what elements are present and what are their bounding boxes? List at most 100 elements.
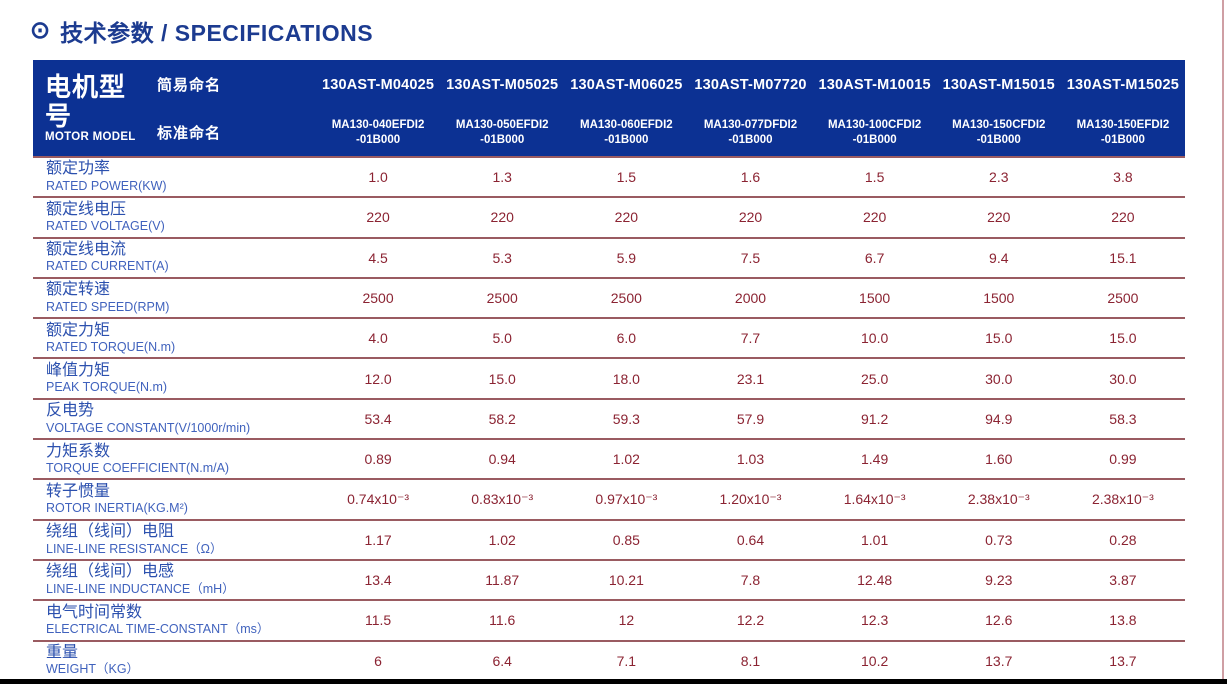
value-cell: 7.5 <box>740 249 761 266</box>
row-label-en: VOLTAGE CONSTANT(V/1000r/min) <box>46 420 251 435</box>
model-standard-name: MA130-150EFDI2 -01B000 <box>1061 110 1185 156</box>
row-label-en: RATED POWER(KW) <box>46 178 167 193</box>
row-label-zh: 额定力矩 <box>46 321 111 339</box>
model-simple-name: 130AST-M07720 <box>694 77 807 94</box>
row-label: 力矩系数 TORQUE COEFFICIENT(N.m/A) <box>33 440 316 478</box>
motor-model-title-en: MOTOR MODEL <box>45 130 136 143</box>
table-row: 转子惯量 ROTOR INERTIA(KG.M²) 0.74x10⁻³ 0.83x10… <box>33 480 1185 521</box>
model-standard-name: MA130-040EFDI2 -01B000 <box>316 110 440 156</box>
model-standard-line2: -01B000 <box>1100 134 1145 147</box>
naming-labels-cell: 简易命名 标准命名 <box>151 60 316 156</box>
model-simple-name: 130AST-M15025 <box>1066 77 1180 94</box>
value-cell: 13.7 <box>1109 652 1137 669</box>
model-standard-name: MA130-077DFDI2 -01B000 <box>688 110 812 156</box>
table-row: 重量 WEIGHT（KG） 6 6.4 7.1 8.1 10.2 13.7 13.7 <box>33 642 1185 682</box>
value-cell: 2.38x10⁻³ <box>967 491 1030 508</box>
value-cell: 15.0 <box>1109 330 1137 347</box>
value-cell: 0.94 <box>488 451 516 468</box>
value-cell: 9.23 <box>985 572 1013 589</box>
value-cell: 0.28 <box>1109 531 1137 548</box>
value-cell: 1.01 <box>861 531 889 548</box>
value-cell: 7.8 <box>740 572 761 589</box>
row-label-zh: 绕组（线间）电阻 <box>46 523 175 541</box>
value-cell: 1.0 <box>368 169 388 186</box>
standard-naming-label: 标准命名 <box>157 124 222 142</box>
value-cell: 1.02 <box>488 531 516 548</box>
row-label-en: TORQUE COEFFICIENT(N.m/A) <box>46 460 230 475</box>
value-cell: 10.2 <box>861 652 889 669</box>
row-label-zh: 额定线电流 <box>46 241 127 259</box>
value-cell: 12.3 <box>861 612 889 629</box>
value-cell: 53.4 <box>364 410 392 427</box>
table-body: 额定功率 RATED POWER(KW) 1.0 1.3 1.5 1.6 1.5 2.3 3.8… <box>33 156 1185 682</box>
row-label-zh: 峰值力矩 <box>46 361 111 379</box>
value-cell: 4.0 <box>368 330 388 347</box>
model-simple-name: 130AST-M06025 <box>570 77 683 94</box>
page-title-text: 技术参数 / SPECIFICATIONS <box>60 20 374 46</box>
value-cell: 2.3 <box>989 169 1009 186</box>
model-standard-line2: -01B000 <box>728 134 773 147</box>
motor-model-title-zh: 电机型号 <box>45 72 127 131</box>
model-standard-name: MA130-100CFDI2 -01B000 <box>813 110 937 156</box>
row-label-en: ELECTRICAL TIME-CONSTANT（ms） <box>46 622 270 637</box>
value-cell: 11.87 <box>485 572 520 589</box>
table-row: 额定线电压 RATED VOLTAGE(V) 220 220 220 220 220 220 2… <box>33 198 1185 239</box>
model-column-4: 130AST-M07720 MA130-077DFDI2 -01B000 <box>688 60 812 156</box>
row-label-zh: 重量 <box>46 644 79 662</box>
value-cell: 12.48 <box>857 572 893 589</box>
value-cell: 23.1 <box>736 370 765 387</box>
row-label-en: WEIGHT（KG） <box>46 662 140 677</box>
value-cell: 6.7 <box>864 249 885 266</box>
value-cell: 2500 <box>1107 290 1139 307</box>
value-cell: 8.1 <box>740 652 761 669</box>
table-row: 绕组（线间）电阻 LINE-LINE RESISTANCE（Ω） 1.17 1.02 0… <box>33 521 1185 561</box>
row-label-zh: 绕组（线间）电感 <box>46 563 175 581</box>
value-cell: 15.0 <box>488 370 516 387</box>
value-cell: 1.03 <box>736 451 765 468</box>
row-label-en: LINE-LINE INDUCTANCE（mH） <box>46 581 235 596</box>
value-cell: 12.6 <box>985 612 1013 629</box>
page-title: ⊙ 技术参数 / SPECIFICATIONS <box>30 14 373 48</box>
model-column-3: 130AST-M06025 MA130-060EFDI2 -01B000 <box>564 60 688 156</box>
value-cell: 10.0 <box>861 330 889 347</box>
bottom-black-bar <box>0 679 1227 684</box>
value-cell: 59.3 <box>612 410 640 427</box>
value-cell: 1500 <box>983 290 1015 307</box>
value-cell: 2500 <box>610 290 642 307</box>
value-cell: 12.0 <box>364 370 392 387</box>
value-cell: 2500 <box>486 290 518 307</box>
value-cell: 10.21 <box>608 572 644 589</box>
value-cell: 220 <box>987 209 1011 226</box>
value-cell: 15.0 <box>985 330 1013 347</box>
value-cell: 12 <box>618 612 635 629</box>
row-label-en: LINE-LINE RESISTANCE（Ω） <box>46 541 223 556</box>
row-label-en: PEAK TORQUE(N.m) <box>46 380 168 395</box>
row-label-en: RATED TORQUE(N.m) <box>46 340 176 355</box>
row-label-en: ROTOR INERTIA(KG.M²) <box>46 501 188 516</box>
row-label: 额定线电流 RATED CURRENT(A) <box>33 239 316 277</box>
model-standard-line2: -01B000 <box>976 134 1021 147</box>
value-cell: 91.2 <box>861 410 889 427</box>
model-standard-line1: MA130-150EFDI2 <box>1076 119 1170 132</box>
value-cell: 7.1 <box>616 652 637 669</box>
value-cell: 30.0 <box>985 370 1013 387</box>
value-cell: 1.3 <box>492 169 512 186</box>
row-label: 电气时间常数 ELECTRICAL TIME-CONSTANT（ms） <box>33 601 316 639</box>
model-column-2: 130AST-M05025 MA130-050EFDI2 -01B000 <box>440 60 564 156</box>
model-column-6: 130AST-M15015 MA130-150CFDI2 -01B000 <box>937 60 1061 156</box>
value-cell: 1.20x10⁻³ <box>719 491 782 508</box>
table-row: 绕组（线间）电感 LINE-LINE INDUCTANCE（mH） 13.4 11.8… <box>33 561 1185 602</box>
value-cell: 1.64x10⁻³ <box>843 491 906 508</box>
value-cell: 0.99 <box>1109 451 1137 468</box>
row-label-zh: 力矩系数 <box>46 442 111 460</box>
value-cell: 5.9 <box>616 249 637 266</box>
value-cell: 3.87 <box>1109 572 1137 589</box>
value-cell: 220 <box>862 209 887 226</box>
model-standard-line1: MA130-077DFDI2 <box>703 119 798 132</box>
model-standard-line1: MA130-100CFDI2 <box>827 119 922 132</box>
model-standard-name: MA130-150CFDI2 -01B000 <box>937 110 1061 156</box>
value-cell: 13.4 <box>364 572 392 589</box>
value-cell: 1.6 <box>740 169 761 186</box>
model-standard-name: MA130-050EFDI2 -01B000 <box>440 110 564 156</box>
model-standard-line1: MA130-060EFDI2 <box>580 119 673 132</box>
